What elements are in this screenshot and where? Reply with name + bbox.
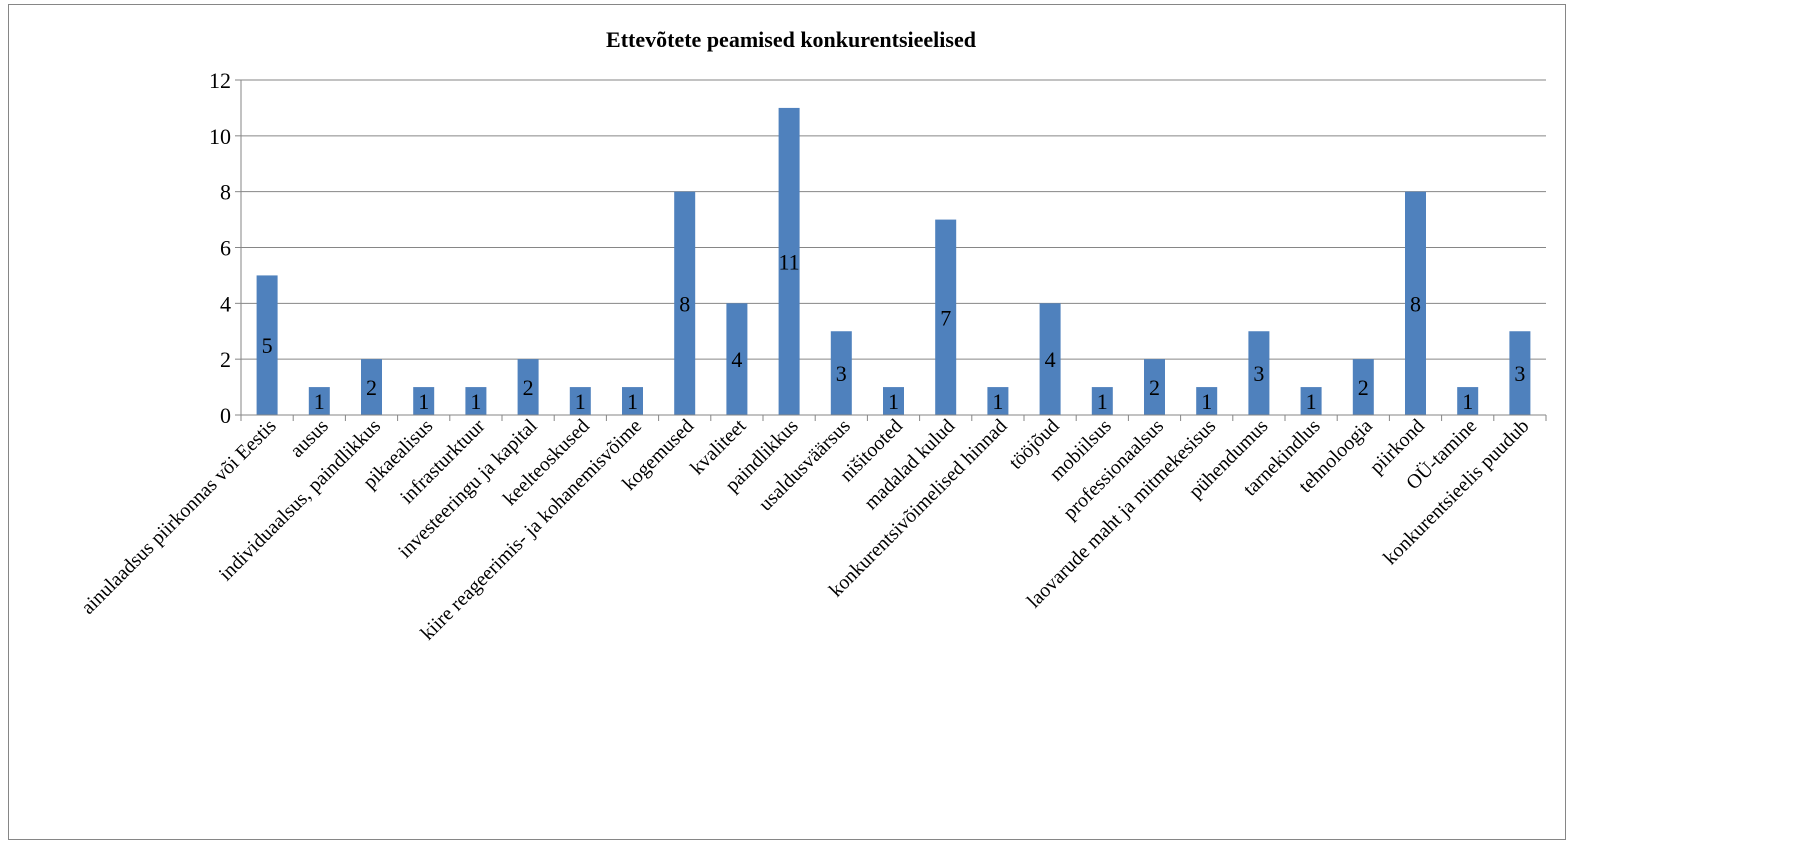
y-tick-label: 6 — [220, 236, 231, 261]
y-tick-label: 2 — [220, 347, 231, 372]
bar — [1300, 387, 1322, 415]
data-label: 2 — [1149, 375, 1160, 400]
y-tick-label: 12 — [209, 68, 231, 93]
data-label: 1 — [888, 389, 899, 414]
data-label: 7 — [940, 305, 951, 330]
data-label: 1 — [575, 389, 586, 414]
bars — [256, 107, 1531, 416]
bar — [361, 359, 382, 415]
x-tick-label: ainulaadsus piirkonnas või Eestis — [77, 415, 281, 619]
bar — [1039, 303, 1061, 415]
data-label: 8 — [679, 291, 690, 316]
bar — [1196, 387, 1218, 415]
data-label: 4 — [731, 347, 742, 372]
data-label: 8 — [1410, 291, 1421, 316]
data-label: 1 — [314, 389, 325, 414]
data-label: 4 — [1045, 347, 1056, 372]
x-tick-label: ausus — [286, 415, 333, 462]
data-label: 5 — [262, 333, 273, 358]
data-label: 1 — [470, 389, 481, 414]
bar — [1509, 331, 1531, 415]
bar — [726, 303, 748, 415]
bar — [1248, 331, 1270, 415]
bar — [465, 387, 487, 415]
bar — [778, 107, 800, 416]
y-tick-label: 4 — [220, 291, 231, 316]
bar — [1352, 359, 1374, 415]
x-axis-tick-labels: ainulaadsus piirkonnas või Eestis aususin… — [77, 414, 1534, 644]
bar — [569, 387, 591, 415]
bar — [256, 275, 278, 415]
data-label: 2 — [366, 375, 377, 400]
bar — [1405, 191, 1426, 415]
data-label: 1 — [1201, 389, 1212, 414]
x-axis — [240, 414, 1547, 421]
data-label: 1 — [992, 389, 1003, 414]
bar — [308, 387, 330, 415]
bar — [674, 191, 696, 415]
y-axis-ticks: 0 2 4 6 8 10 12 — [209, 68, 242, 428]
bar — [883, 387, 904, 415]
data-label: 1 — [1306, 389, 1317, 414]
bar — [830, 331, 852, 415]
bar — [935, 219, 957, 415]
bar — [1457, 387, 1479, 415]
bar — [1144, 359, 1165, 415]
data-label: 1 — [1097, 389, 1108, 414]
bar — [413, 387, 435, 415]
bar — [987, 387, 1009, 415]
data-label: 1 — [627, 389, 638, 414]
y-tick-label: 10 — [209, 124, 231, 149]
data-label: 1 — [418, 389, 429, 414]
data-label: 11 — [779, 249, 800, 274]
data-label: 3 — [836, 361, 847, 386]
y-tick-label: 8 — [220, 180, 231, 205]
data-label: 2 — [523, 375, 534, 400]
y-tick-label: 0 — [220, 403, 231, 428]
x-tick-label: madalad kulud — [860, 415, 959, 514]
data-label: 2 — [1358, 375, 1369, 400]
data-label: 1 — [1462, 389, 1473, 414]
bar — [622, 387, 643, 415]
data-label: 3 — [1253, 361, 1264, 386]
data-label: 3 — [1514, 361, 1525, 386]
bar — [1091, 387, 1113, 415]
chart-title: Ettevõtete peamised konkurentsieelised — [606, 27, 976, 52]
bar — [517, 359, 539, 415]
x-tick-label: usaldusväärsus — [754, 415, 855, 516]
gridlines — [241, 79, 1546, 360]
